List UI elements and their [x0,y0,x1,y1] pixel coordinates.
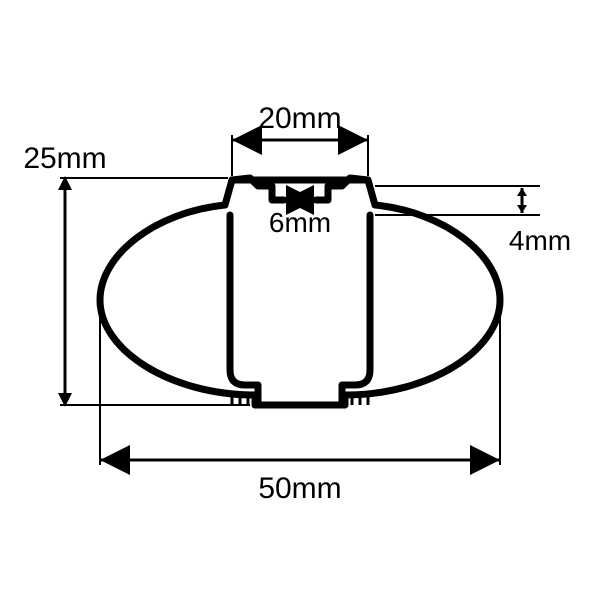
dimension-25mm: 25mm [23,142,250,407]
label-50mm: 50mm [258,472,341,505]
label-20mm: 20mm [258,102,341,135]
cross-section-diagram: 20mm 6mm 4mm 25mm 50mm [0,0,600,600]
label-25mm: 25mm [23,142,106,175]
label-6mm: 6mm [269,207,331,238]
dimension-6mm: 6mm [269,200,331,238]
label-4mm: 4mm [509,225,571,256]
dimension-20mm: 20mm [232,102,368,176]
